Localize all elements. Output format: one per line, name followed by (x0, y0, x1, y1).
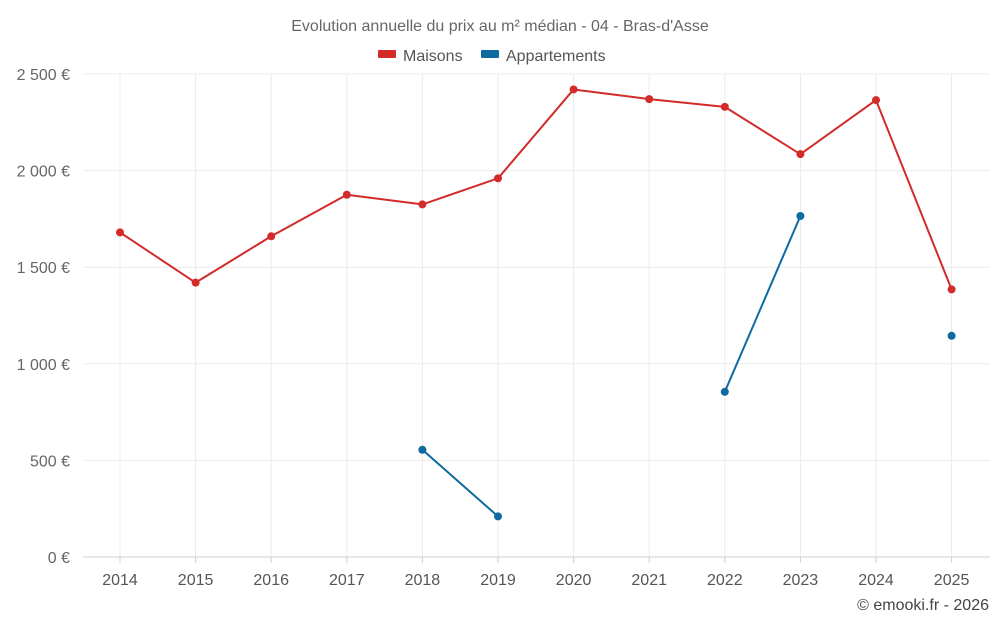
series-maisons (116, 85, 956, 294)
x-tick-label: 2015 (178, 572, 214, 589)
legend-item-maisons[interactable]: Maisons (378, 48, 463, 65)
data-point-maisons-2014[interactable] (116, 228, 124, 237)
data-point-maisons-2018[interactable] (418, 200, 427, 209)
x-tick-label: 2017 (329, 572, 365, 589)
chart-credit: © emooki.fr - 2026 (857, 597, 989, 614)
data-point-maisons-2024[interactable] (872, 96, 880, 105)
y-tick-label: 1 500 € (17, 260, 70, 277)
legend-label: Appartements (506, 48, 606, 65)
x-axis: 2014 2015 2016 2017 2018 2019 2020 2021 2022 2023… (83, 556, 990, 589)
data-point-appartements-2023[interactable] (796, 212, 805, 221)
y-axis: 0 € 500 € 1 000 € 1 500 € 2 000 € 2 500 € (17, 67, 70, 567)
series-line-segment (723, 105, 802, 156)
data-point-maisons-2025[interactable] (947, 285, 956, 294)
data-point-maisons-2017[interactable] (342, 190, 351, 199)
series-line-segment (345, 193, 424, 206)
x-tick-label: 2020 (556, 572, 592, 589)
series-line-segment (270, 193, 348, 238)
chart-title: Evolution annuelle du prix au m² médian … (291, 18, 709, 35)
data-point-maisons-2016[interactable] (267, 232, 276, 241)
data-point-maisons-2022[interactable] (720, 102, 729, 111)
x-tick-label: 2014 (102, 572, 138, 589)
series-line-segment (497, 88, 575, 180)
y-tick-label: 500 € (30, 453, 70, 470)
data-point-maisons-2020[interactable] (569, 85, 578, 94)
y-tick-label: 2 000 € (17, 164, 70, 181)
data-point-appartements-2019[interactable] (494, 512, 502, 521)
x-tick-label: 2025 (934, 572, 970, 589)
x-tick-label: 2021 (631, 572, 667, 589)
x-tick-label: 2018 (405, 572, 441, 589)
series-line-segment (194, 235, 273, 284)
series-appartements (418, 212, 956, 521)
data-point-maisons-2023[interactable] (796, 150, 805, 159)
series-line-segment (421, 448, 499, 518)
y-tick-label: 1 000 € (17, 357, 70, 374)
x-tick-label: 2024 (858, 572, 894, 589)
x-tick-label: 2016 (253, 572, 289, 589)
series-line-segment (648, 98, 726, 108)
series-line-segment (723, 215, 802, 393)
legend-swatch (481, 50, 499, 58)
data-point-appartements-2022[interactable] (720, 387, 729, 396)
series-line-segment (875, 99, 953, 291)
series-line-segment (572, 88, 651, 101)
data-point-appartements-2018[interactable] (418, 445, 427, 454)
legend-label: Maisons (403, 48, 463, 65)
series-line-segment (799, 99, 877, 156)
data-point-maisons-2015[interactable] (191, 278, 200, 287)
legend-item-appartements[interactable]: Appartements (481, 48, 606, 65)
data-point-maisons-2019[interactable] (494, 174, 502, 183)
x-tick-label: 2019 (480, 572, 516, 589)
data-point-appartements-2025[interactable] (947, 331, 956, 340)
series-line-segment (119, 231, 197, 284)
grid-lines (83, 73, 990, 557)
x-tick-label: 2022 (707, 572, 743, 589)
series-line-segment (421, 177, 499, 206)
data-point-maisons-2021[interactable] (645, 95, 654, 104)
y-tick-label: 2 500 € (17, 67, 70, 84)
chart-legend: Maisons Appartements (378, 48, 606, 65)
legend-swatch (378, 50, 396, 58)
series-layer (116, 85, 956, 521)
y-tick-label: 0 € (48, 550, 70, 567)
x-tick-label: 2023 (783, 572, 819, 589)
